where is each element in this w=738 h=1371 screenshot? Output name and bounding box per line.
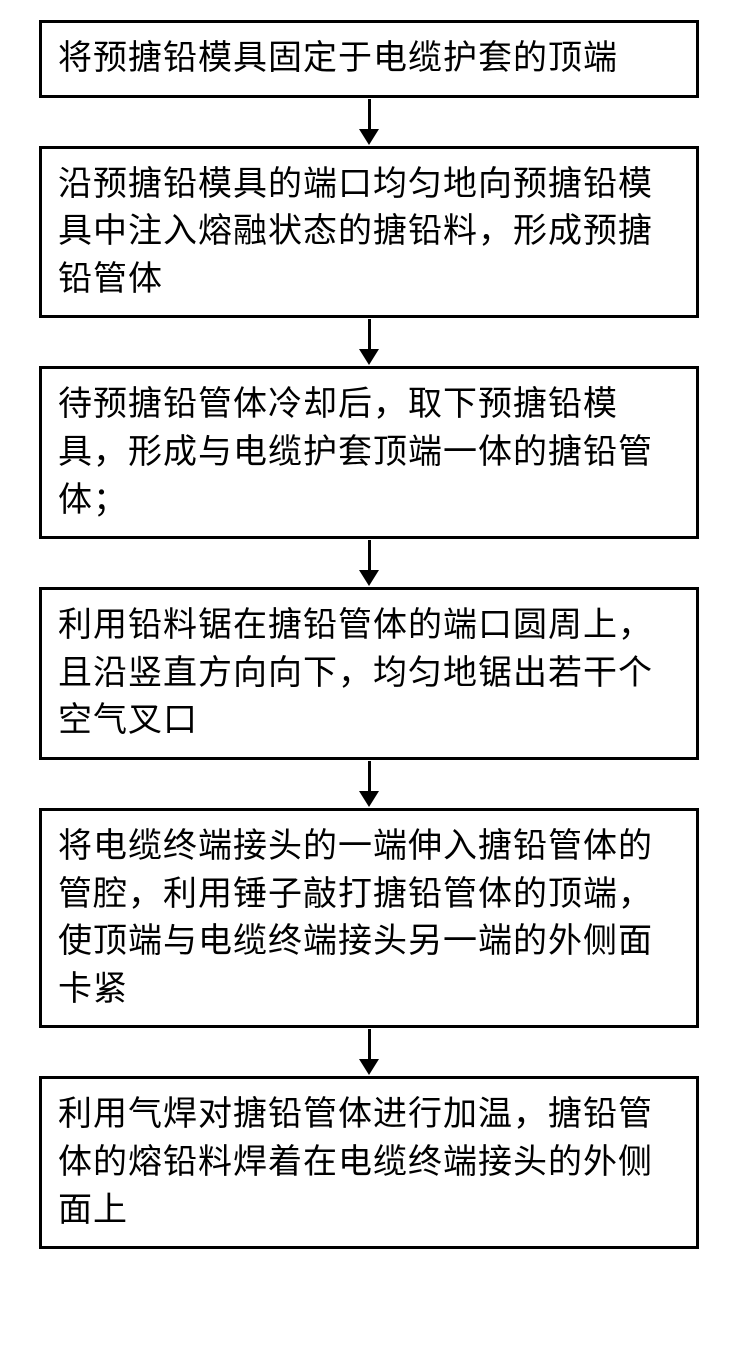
- step-text-1: 将预搪铅模具固定于电缆护套的顶端: [58, 35, 680, 83]
- arrow-head: [359, 129, 379, 145]
- step-box-1: 将预搪铅模具固定于电缆护套的顶端: [39, 20, 699, 98]
- arrow-head: [359, 1059, 379, 1075]
- step-text-3: 待预搪铅管体冷却后，取下预搪铅模具，形成与电缆护套顶端一体的搪铅管体；: [58, 381, 680, 524]
- arrow-3: [359, 539, 379, 587]
- step-box-4: 利用铅料锯在搪铅管体的端口圆周上，且沿竖直方向向下，均匀地锯出若干个空气叉口: [39, 587, 699, 760]
- arrow-line: [368, 319, 371, 349]
- step-box-3: 待预搪铅管体冷却后，取下预搪铅模具，形成与电缆护套顶端一体的搪铅管体；: [39, 366, 699, 539]
- arrow-line: [368, 540, 371, 570]
- arrow-1: [359, 98, 379, 146]
- arrow-line: [368, 99, 371, 129]
- arrow-line: [368, 761, 371, 791]
- step-box-5: 将电缆终端接头的一端伸入搪铅管体的管腔，利用锤子敲打搪铅管体的顶端，使顶端与电缆…: [39, 808, 699, 1028]
- flowchart-container: 将预搪铅模具固定于电缆护套的顶端 沿预搪铅模具的端口均匀地向预搪铅模具中注入熔融…: [20, 20, 718, 1249]
- step-text-4: 利用铅料锯在搪铅管体的端口圆周上，且沿竖直方向向下，均匀地锯出若干个空气叉口: [58, 602, 680, 745]
- arrow-5: [359, 1028, 379, 1076]
- arrow-head: [359, 791, 379, 807]
- step-box-6: 利用气焊对搪铅管体进行加温，搪铅管体的熔铅料焊着在电缆终端接头的外侧面上: [39, 1076, 699, 1249]
- step-box-2: 沿预搪铅模具的端口均匀地向预搪铅模具中注入熔融状态的搪铅料，形成预搪铅管体: [39, 146, 699, 319]
- arrow-2: [359, 318, 379, 366]
- step-text-2: 沿预搪铅模具的端口均匀地向预搪铅模具中注入熔融状态的搪铅料，形成预搪铅管体: [58, 161, 680, 304]
- arrow-head: [359, 349, 379, 365]
- arrow-4: [359, 760, 379, 808]
- step-text-5: 将电缆终端接头的一端伸入搪铅管体的管腔，利用锤子敲打搪铅管体的顶端，使顶端与电缆…: [58, 823, 680, 1013]
- step-text-6: 利用气焊对搪铅管体进行加温，搪铅管体的熔铅料焊着在电缆终端接头的外侧面上: [58, 1091, 680, 1234]
- arrow-line: [368, 1029, 371, 1059]
- arrow-head: [359, 570, 379, 586]
